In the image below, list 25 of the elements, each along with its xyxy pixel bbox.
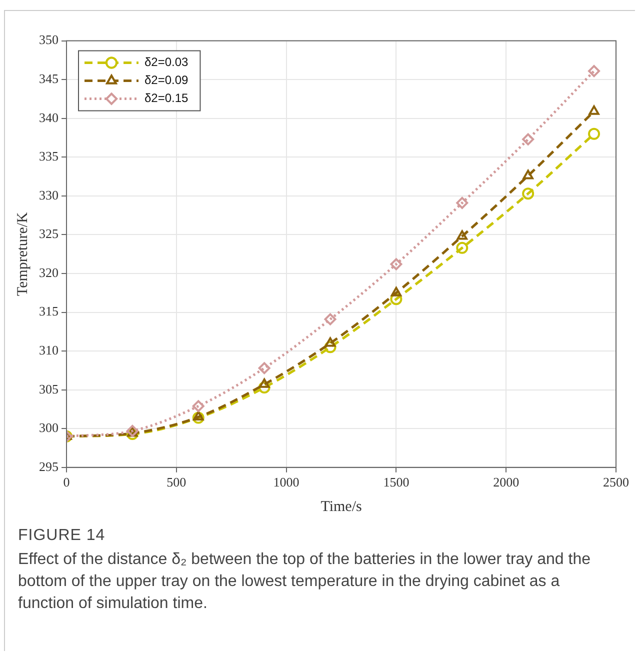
x-tick-label: 500 bbox=[166, 474, 186, 490]
y-tick-label: 320 bbox=[39, 264, 58, 280]
legend-label: δ2=0.03 bbox=[144, 55, 189, 70]
x-tick-label: 1000 bbox=[273, 474, 300, 490]
y-axis-title: Tempreture/K bbox=[14, 212, 31, 296]
y-tick-label: 310 bbox=[39, 342, 58, 358]
legend-label: δ2=0.09 bbox=[144, 73, 189, 88]
text: Effect of the distance δ₂ between the top of the batteries in the lower tray and the bottom of the upper tray on the lowest temperature in the drying cabinet as a function of simulation time. bbox=[18, 550, 592, 614]
y-tick-label: 325 bbox=[39, 226, 58, 242]
x-tick-label: 0 bbox=[63, 474, 70, 490]
x-tick-label: 1500 bbox=[383, 474, 410, 490]
y-tick-label: 340 bbox=[39, 110, 58, 125]
y-tick-label: 300 bbox=[39, 420, 58, 436]
y-tick-label: 330 bbox=[39, 187, 58, 202]
y-tick-label: 295 bbox=[39, 458, 58, 474]
y-tick-label: 345 bbox=[39, 71, 58, 86]
legend-label: δ2=0.15 bbox=[144, 91, 189, 106]
y-tick-label: 315 bbox=[39, 304, 58, 319]
y-tick-label: 305 bbox=[39, 381, 58, 396]
x-axis-title: Time/s bbox=[320, 498, 362, 515]
x-tick-label: 2500 bbox=[603, 474, 629, 490]
x-tick-label: 2000 bbox=[493, 474, 520, 490]
y-tick-label: 335 bbox=[39, 148, 58, 164]
y-tick-label: 350 bbox=[39, 32, 58, 48]
caption: FIGURE 14 bbox=[18, 527, 106, 545]
